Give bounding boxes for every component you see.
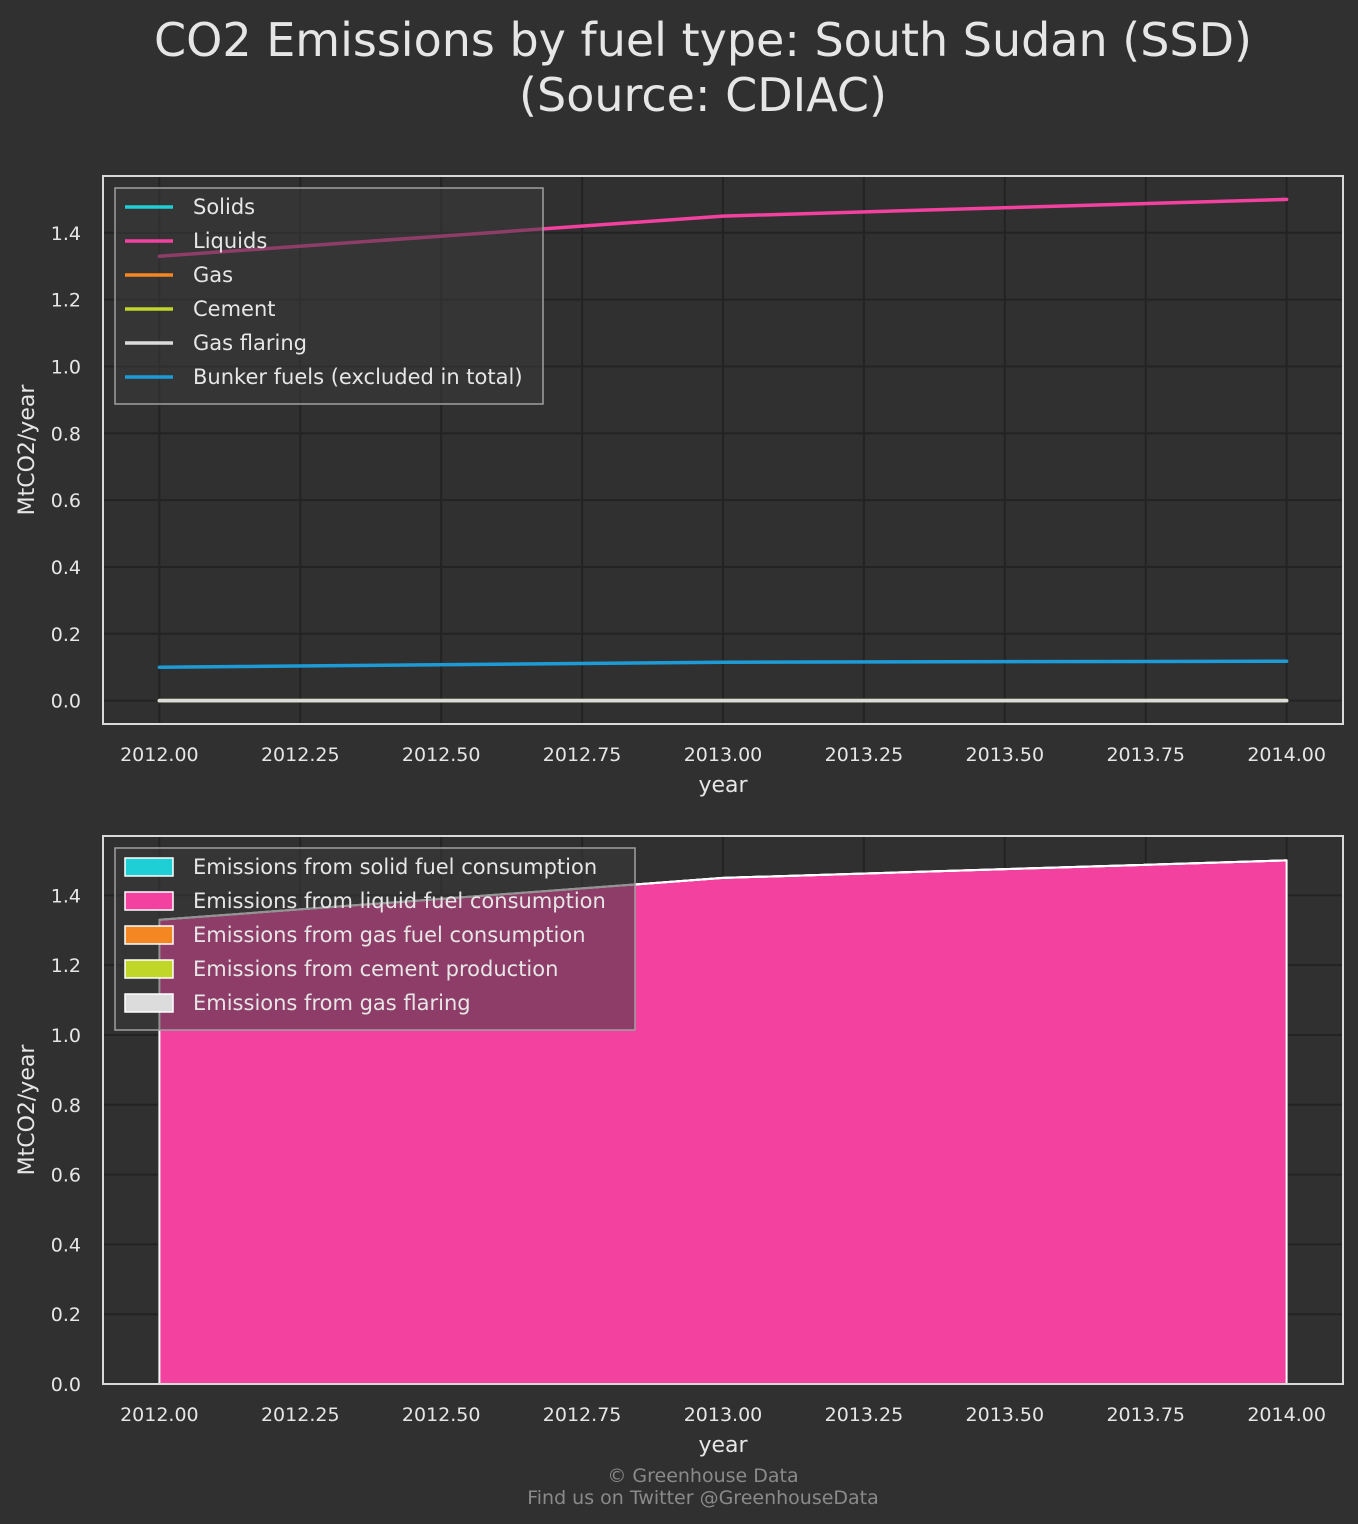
legend-entry: Gas	[193, 263, 233, 287]
x-axis-label: year	[698, 1433, 748, 1458]
x-tick-label: 2013.25	[825, 744, 904, 766]
line-chart-panel: 2012.00 2012.25 2012.50 2012.75 2013.00 2013.…	[15, 175, 1344, 798]
x-tick-label: 2014.00	[1247, 744, 1326, 766]
y-tick-label: 1.2	[51, 955, 81, 977]
line-series-bunker-fuels-excluded-in-total-	[157, 659, 1289, 669]
y-tick-label: 0.0	[51, 1374, 81, 1396]
x-tick-label: 2012.25	[261, 1404, 340, 1426]
y-tick-label: 1.2	[51, 290, 81, 312]
legend-swatch	[124, 857, 174, 877]
x-tick-label: 2013.75	[1106, 744, 1185, 766]
y-tick-label: 0.2	[51, 1304, 81, 1326]
stacked-area-chart-panel: 2012.00 2012.25 2012.50 2012.75 2013.00 2013.…	[15, 835, 1344, 1458]
x-tick-label: 2013.00	[684, 1404, 763, 1426]
legend-swatch	[124, 891, 174, 911]
y-tick-label: 1.0	[51, 1025, 81, 1047]
y-tick-label: 0.4	[51, 1234, 81, 1256]
x-axis-label: year	[698, 773, 748, 798]
y-tick-label: 0.8	[51, 1095, 81, 1117]
y-axis-label: MtCO2/year	[15, 384, 40, 516]
y-tick-label: 1.4	[51, 885, 81, 907]
legend-entry: Emissions from solid fuel consumption	[193, 855, 597, 879]
y-tick-label: 0.4	[51, 557, 81, 579]
legend-entry: Emissions from liquid fuel consumption	[193, 889, 606, 913]
legend-entry: Emissions from cement production	[193, 957, 558, 981]
legend-entry: Bunker fuels (excluded in total)	[193, 365, 523, 389]
x-tick-label: 2013.50	[966, 1404, 1045, 1426]
legend: Solids Liquids Gas Cement Gas flaring Bunker …	[114, 187, 544, 405]
chart-title-line-1: CO2 Emissions by fuel type: South Sudan …	[154, 13, 1252, 67]
legend-swatch	[124, 925, 174, 945]
legend: Emissions from solid fuel consumption Emi…	[114, 847, 636, 1031]
y-tick-label: 0.0	[51, 691, 81, 713]
y-tick-label: 0.6	[51, 1165, 81, 1187]
legend-swatch	[124, 993, 174, 1013]
footer-copyright: © Greenhouse Data	[607, 1465, 798, 1487]
x-tick-label: 2013.75	[1106, 1404, 1185, 1426]
legend-entry: Liquids	[193, 229, 267, 253]
y-tick-label: 0.2	[51, 624, 81, 646]
x-tick-label: 2013.00	[684, 744, 763, 766]
x-tick-label: 2013.50	[966, 744, 1045, 766]
legend-box	[114, 187, 544, 405]
x-tick-label: 2014.00	[1247, 1404, 1326, 1426]
legend-swatch	[124, 959, 174, 979]
legend-entry: Emissions from gas fuel consumption	[193, 923, 586, 947]
legend-entry: Cement	[193, 297, 276, 321]
footer-twitter: Find us on Twitter @GreenhouseData	[527, 1487, 879, 1509]
x-tick-label: 2012.00	[120, 1404, 199, 1426]
legend-box	[114, 847, 636, 1031]
y-tick-label: 0.6	[51, 490, 81, 512]
x-tick-label: 2013.25	[825, 1404, 904, 1426]
legend-entry: Solids	[193, 195, 255, 219]
x-tick-label: 2012.00	[120, 744, 199, 766]
x-tick-label: 2012.25	[261, 744, 340, 766]
y-tick-label: 1.4	[51, 223, 81, 245]
axes-frame	[102, 835, 1344, 1385]
chart-title-line-2: (Source: CDIAC)	[519, 68, 887, 122]
x-tick-label: 2012.75	[543, 1404, 622, 1426]
axes-frame	[102, 175, 1344, 725]
x-tick-label: 2012.50	[402, 1404, 481, 1426]
y-tick-label: 1.0	[51, 356, 81, 378]
x-tick-label: 2012.50	[402, 744, 481, 766]
legend-entry: Gas flaring	[193, 331, 307, 355]
legend-entry: Emissions from gas flaring	[193, 991, 471, 1015]
x-tick-label: 2012.75	[543, 744, 622, 766]
y-tick-label: 0.8	[51, 423, 81, 445]
y-axis-label: MtCO2/year	[15, 1044, 40, 1176]
